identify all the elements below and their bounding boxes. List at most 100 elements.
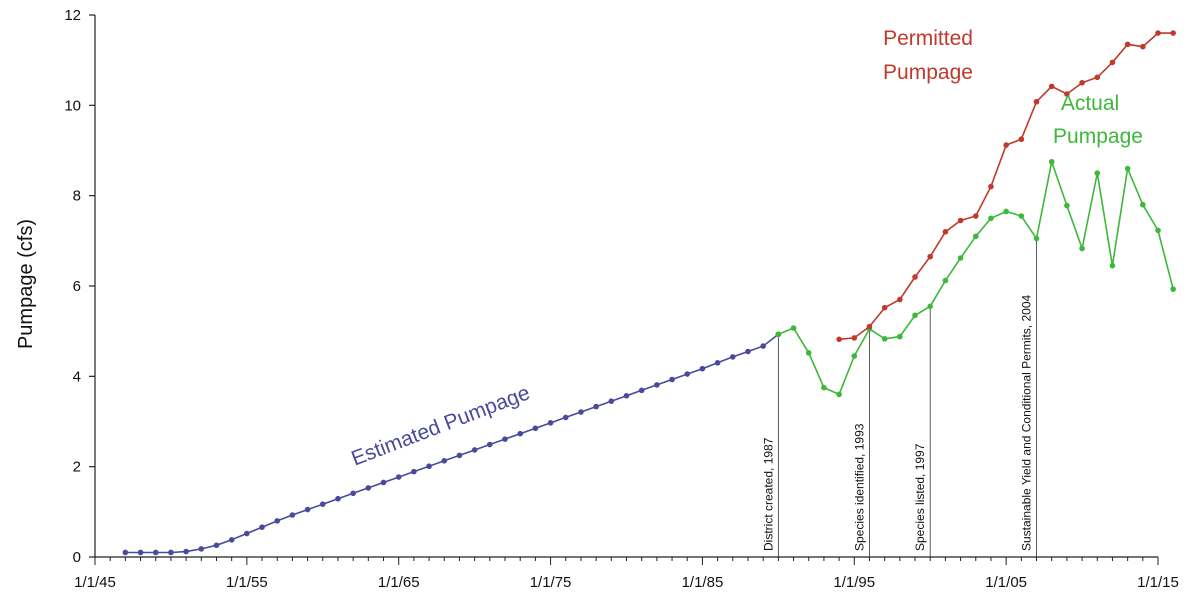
estimated-pumpage-point: [244, 530, 250, 537]
actual-pumpage-point: [957, 255, 964, 261]
estimated-pumpage-point: [654, 382, 660, 388]
permitted-pumpage-point: [836, 336, 842, 343]
permitted-pumpage-point: [1140, 43, 1146, 50]
actual-pumpage-point: [1094, 170, 1101, 176]
permitted-pumpage-point: [1033, 98, 1040, 105]
actual-pumpage-point: [1079, 245, 1085, 252]
series-label-actual: Pumpage: [1053, 125, 1143, 148]
estimated-pumpage-point: [137, 549, 144, 556]
estimated-pumpage-point: [319, 501, 326, 507]
y-tick-label: 8: [73, 188, 81, 205]
permitted-pumpage-point: [988, 183, 994, 190]
estimated-pumpage-point: [289, 512, 296, 518]
chart-series: [122, 30, 1176, 556]
estimated-pumpage-point: [426, 463, 432, 470]
permitted-pumpage-point: [851, 335, 858, 341]
x-tick-label: 1/1/75: [530, 574, 572, 591]
x-tick-label: 1/1/05: [985, 574, 1027, 591]
estimated-pumpage-point: [684, 371, 691, 377]
permitted-pumpage-point: [927, 253, 933, 260]
estimated-pumpage-point: [168, 549, 174, 556]
permitted-pumpage-point: [1109, 59, 1116, 66]
x-tick-label: 1/1/45: [74, 574, 116, 591]
chart-axes: 0 2 4 6 8 10 12 1/1/45 1/1/55 1/1/65 1/1/75 1/1/85 1…: [64, 7, 1179, 591]
event-markers: District created, 1987 Species identified…: [761, 238, 1037, 557]
actual-pumpage-line: [778, 158, 1174, 396]
actual-pumpage-point: [1170, 286, 1176, 292]
actual-pumpage-point: [942, 277, 949, 284]
series-label-estimated: Estimated Pumpage: [348, 381, 533, 470]
estimated-pumpage-point: [669, 376, 675, 383]
estimated-pumpage-point: [745, 348, 751, 355]
estimated-pumpage-point: [335, 495, 341, 502]
x-tick-label: 1/1/95: [833, 574, 875, 591]
y-tick-label: 0: [73, 549, 81, 566]
actual-pumpage-point: [927, 303, 933, 310]
estimated-pumpage-point: [213, 542, 220, 549]
actual-pumpage-point: [912, 312, 918, 319]
permitted-pumpage-point: [942, 229, 949, 235]
estimated-pumpage-point: [593, 403, 599, 410]
event-label: District created, 1987: [761, 437, 775, 551]
x-tick-label: 1/1/55: [226, 574, 268, 591]
estimated-pumpage-point: [562, 414, 569, 421]
permitted-pumpage-point: [1048, 83, 1055, 90]
estimated-pumpage-point: [714, 359, 721, 366]
permitted-pumpage-point: [957, 217, 964, 224]
y-tick-label: 2: [73, 459, 81, 476]
y-tick-label: 6: [73, 278, 81, 295]
permitted-pumpage-point: [1079, 79, 1085, 86]
estimated-pumpage-line: [125, 333, 779, 554]
x-tick-label: 1/1/85: [682, 574, 724, 591]
event-label: Species listed, 1997: [913, 443, 927, 551]
y-tick-label: 12: [64, 7, 81, 24]
estimated-pumpage-point: [380, 479, 387, 486]
event-label: Species identified, 1993: [852, 423, 866, 551]
series-label-permitted: Pumpage: [883, 61, 973, 84]
actual-pumpage-point: [988, 215, 994, 222]
permitted-pumpage-point: [1003, 142, 1009, 148]
permitted-pumpage-point: [972, 213, 979, 219]
estimated-pumpage-point: [638, 387, 645, 394]
estimated-pumpage-point: [122, 549, 129, 556]
actual-pumpage-point: [775, 331, 782, 338]
actual-pumpage-point: [1155, 227, 1161, 234]
actual-pumpage-point: [897, 333, 903, 340]
x-tick-label: 1/1/65: [378, 574, 420, 591]
actual-pumpage-point: [1018, 213, 1025, 219]
permitted-pumpage-point: [1124, 41, 1131, 48]
actual-pumpage-point: [821, 384, 827, 391]
actual-pumpage-point: [805, 350, 812, 356]
estimated-pumpage-point: [487, 441, 493, 448]
estimated-pumpage-point: [517, 430, 524, 437]
estimated-pumpage-point: [502, 436, 508, 442]
estimated-pumpage-point: [395, 474, 402, 480]
actual-pumpage-point: [1048, 158, 1055, 165]
estimated-pumpage-point: [471, 447, 478, 453]
y-tick-label: 10: [64, 97, 81, 114]
event-label: Sustainable Yield and Conditional Permit…: [1020, 295, 1034, 551]
x-tick-label: 1/1/15: [1137, 574, 1179, 591]
estimated-pumpage-point: [228, 537, 235, 543]
actual-pumpage-point: [790, 325, 797, 331]
actual-pumpage-point: [1033, 235, 1040, 242]
estimated-pumpage-point: [608, 398, 615, 404]
actual-pumpage-point: [1109, 262, 1116, 269]
permitted-pumpage-point: [866, 323, 873, 330]
estimated-pumpage-point: [274, 518, 281, 524]
estimated-pumpage-point: [699, 365, 706, 372]
estimated-pumpage-point: [365, 485, 372, 491]
actual-pumpage-point: [836, 391, 842, 398]
estimated-pumpage-point: [304, 506, 311, 513]
estimated-pumpage-point: [760, 343, 766, 349]
permitted-pumpage-point: [1018, 136, 1025, 143]
permitted-pumpage-point: [1155, 30, 1161, 36]
estimated-pumpage-point: [547, 420, 554, 426]
permitted-pumpage-point: [1064, 91, 1070, 97]
permitted-pumpage-point: [897, 296, 903, 303]
permitted-pumpage-point: [1094, 74, 1101, 81]
permitted-pumpage-point: [912, 274, 918, 280]
estimated-pumpage-point: [623, 392, 630, 399]
actual-pumpage-point: [1003, 208, 1009, 215]
